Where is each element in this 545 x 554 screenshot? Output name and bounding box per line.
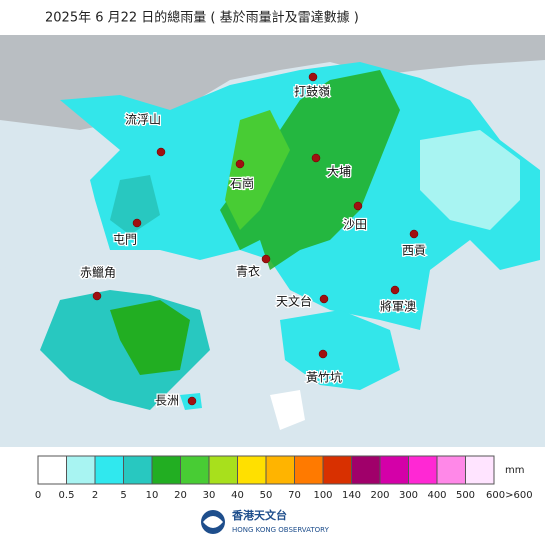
legend: 0 0.5 2 5 10 20 30 40 50 70 100 140 200 300 400 500 600>… [35, 455, 533, 501]
legend-swatch [123, 455, 153, 485]
map [0, 35, 545, 447]
place-label: 沙田 [343, 218, 367, 232]
place-label: 屯門 [113, 233, 137, 247]
legend-label: 200 [370, 490, 389, 501]
legend-label: 500 [456, 490, 475, 501]
legend-swatch [408, 455, 438, 485]
legend-label: 70 [288, 490, 301, 501]
place-label: 天文台 [276, 294, 312, 309]
legend-label: 10 [146, 490, 159, 501]
place-label: 流浮山 [125, 113, 161, 127]
place-label: 大埔 [327, 165, 351, 179]
station-marker [92, 291, 102, 301]
station-marker [132, 218, 142, 228]
legend-label: 5 [120, 490, 126, 501]
legend-swatch [465, 455, 495, 485]
station-marker [318, 349, 328, 359]
legend-label: 600>600 [486, 490, 533, 501]
station-marker [390, 285, 400, 295]
legend-label: 50 [260, 490, 273, 501]
legend-swatch [151, 455, 181, 485]
legend-label: 20 [174, 490, 187, 501]
legend-swatch [208, 455, 238, 485]
place-label: 赤鱲角 [80, 266, 116, 280]
legend-label: 400 [427, 490, 446, 501]
place-label: 打鼓嶺 [294, 85, 330, 99]
legend-label: 140 [342, 490, 361, 501]
place-label: 黃竹坑 [306, 370, 342, 385]
legend-label: 0 [35, 490, 41, 501]
legend-swatch [265, 455, 295, 485]
legend-label: 2 [92, 490, 98, 501]
station-marker [409, 229, 419, 239]
place-label: 石崗 [230, 177, 254, 191]
legend-label: 30 [203, 490, 216, 501]
title: 2025年 6 月22 日的總雨量 ( 基於雨量計及雷達數據 ) [45, 10, 359, 26]
legend-label: 0.5 [59, 490, 75, 501]
place-label: 長洲 [155, 394, 179, 408]
station-marker [311, 153, 321, 163]
legend-swatch [94, 455, 124, 485]
station-marker [187, 396, 197, 406]
legend-swatch [436, 455, 466, 485]
legend-swatch [379, 455, 409, 485]
place-label: 青衣 [236, 264, 260, 279]
station-marker [156, 147, 166, 157]
legend-swatch [322, 455, 352, 485]
legend-label: 40 [231, 490, 244, 501]
station-marker [235, 159, 245, 169]
station-marker [353, 201, 363, 211]
legend-swatch [237, 455, 267, 485]
logo-zh: 香港天文台 [231, 508, 287, 522]
place-label: 將軍澳 [380, 299, 416, 314]
legend-unit: mm [505, 465, 524, 476]
legend-label: 100 [313, 490, 332, 501]
station-marker [261, 254, 271, 264]
legend-swatch [294, 455, 324, 485]
legend-swatch [351, 455, 381, 485]
legend-label: 300 [399, 490, 418, 501]
logo: 香港天文台 HONG KONG OBSERVATORY [201, 508, 330, 534]
station-marker [319, 294, 329, 304]
station-marker [308, 72, 318, 82]
legend-swatch [66, 455, 96, 485]
place-label: 西貢 [402, 244, 426, 258]
legend-swatch [37, 455, 67, 485]
logo-en: HONG KONG OBSERVATORY [232, 526, 330, 534]
legend-swatch [180, 455, 210, 485]
